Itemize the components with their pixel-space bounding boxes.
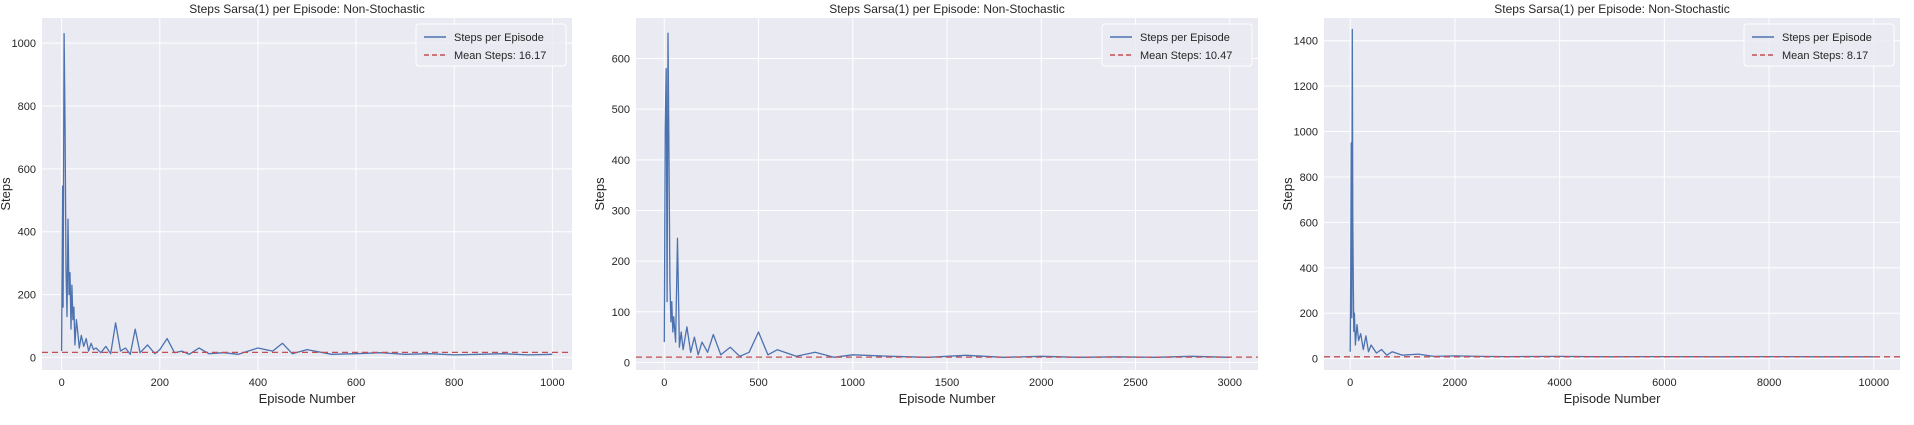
y-tick-label: 0 [30, 352, 36, 364]
x-tick-label: 600 [347, 377, 365, 389]
x-tick-label: 3000 [1217, 377, 1241, 389]
x-axis-label: Episode Number [1564, 391, 1661, 406]
x-tick-label: 2000 [1443, 377, 1467, 389]
x-tick-label: 1000 [540, 377, 564, 389]
legend-series-label: Steps per Episode [1782, 32, 1872, 44]
y-tick-label: 200 [18, 290, 36, 302]
y-tick-label: 400 [612, 155, 630, 167]
legend-mean-label: Mean Steps: 16.17 [454, 50, 546, 62]
y-tick-label: 1000 [1294, 127, 1318, 139]
x-tick-label: 800 [445, 377, 463, 389]
y-tick-label: 200 [1300, 308, 1318, 320]
x-tick-label: 0 [59, 377, 65, 389]
legend-box [415, 23, 567, 67]
x-tick-label: 2000 [1029, 377, 1053, 389]
y-tick-label: 0 [624, 357, 630, 369]
x-tick-label: 1000 [841, 377, 865, 389]
legend: Steps per Episode Mean Steps: 16.17 [415, 23, 567, 67]
legend-box [1101, 23, 1253, 67]
chart-panel-2: 0 500 1000 1500 2000 2500 3000 0 100 200 300 400 500… [592, 2, 1258, 406]
y-tick-label: 100 [612, 307, 630, 319]
chart-title: Steps Sarsa(1) per Episode: Non-Stochast… [189, 2, 424, 16]
steps-series-line [60, 33, 553, 356]
y-tick-label: 500 [612, 104, 630, 116]
chart-title: Steps Sarsa(1) per Episode: Non-Stochast… [829, 2, 1064, 16]
x-tick-label: 400 [249, 377, 267, 389]
y-axis-label: Steps [592, 177, 607, 211]
legend-mean-label: Mean Steps: 8.17 [1782, 50, 1868, 62]
plot-area [42, 18, 572, 370]
y-axis-label: Steps [1280, 177, 1295, 211]
legend: Steps per Episode Mean Steps: 10.47 [1101, 23, 1253, 67]
y-tick-label: 600 [1300, 217, 1318, 229]
y-tick-label: 400 [1300, 263, 1318, 275]
y-tick-label: 800 [1300, 172, 1318, 184]
x-tick-label: 4000 [1547, 377, 1571, 389]
y-tick-label: 800 [18, 101, 36, 113]
steps-series-line [663, 32, 1230, 358]
legend: Steps per Episode Mean Steps: 8.17 [1743, 23, 1895, 67]
y-tick-label: 1200 [1294, 81, 1318, 93]
y-tick-label: 200 [612, 256, 630, 268]
legend-box [1743, 23, 1895, 67]
x-tick-label: 0 [661, 377, 667, 389]
y-tick-label: 300 [612, 205, 630, 217]
plot-area [1324, 18, 1900, 370]
y-tick-label: 600 [18, 164, 36, 176]
legend-series-label: Steps per Episode [454, 32, 544, 44]
x-tick-label: 8000 [1757, 377, 1781, 389]
y-axis-label: Steps [0, 177, 13, 211]
legend-series-label: Steps per Episode [1140, 32, 1230, 44]
x-tick-label: 500 [749, 377, 767, 389]
x-tick-label: 10000 [1859, 377, 1890, 389]
x-tick-label: 200 [151, 377, 169, 389]
x-tick-label: 0 [1347, 377, 1353, 389]
x-tick-label: 1500 [935, 377, 959, 389]
y-tick-label: 600 [612, 54, 630, 66]
chart-panel-3: 0 2000 4000 6000 8000 10000 0 200 400 600 800 1000 1… [1280, 2, 1900, 406]
chart-panel-1: 0 200 400 600 800 1000 0 200 400 600 800 1000 Steps … [0, 2, 572, 406]
x-tick-label: 2500 [1123, 377, 1147, 389]
y-tick-label: 400 [18, 227, 36, 239]
x-axis-label: Episode Number [259, 391, 356, 406]
legend-mean-label: Mean Steps: 10.47 [1140, 50, 1232, 62]
y-tick-label: 1000 [12, 38, 36, 50]
y-tick-label: 0 [1312, 354, 1318, 366]
x-axis-label: Episode Number [899, 391, 996, 406]
chart-title: Steps Sarsa(1) per Episode: Non-Stochast… [1494, 2, 1729, 16]
y-tick-label: 1400 [1294, 36, 1318, 48]
x-tick-label: 6000 [1652, 377, 1676, 389]
